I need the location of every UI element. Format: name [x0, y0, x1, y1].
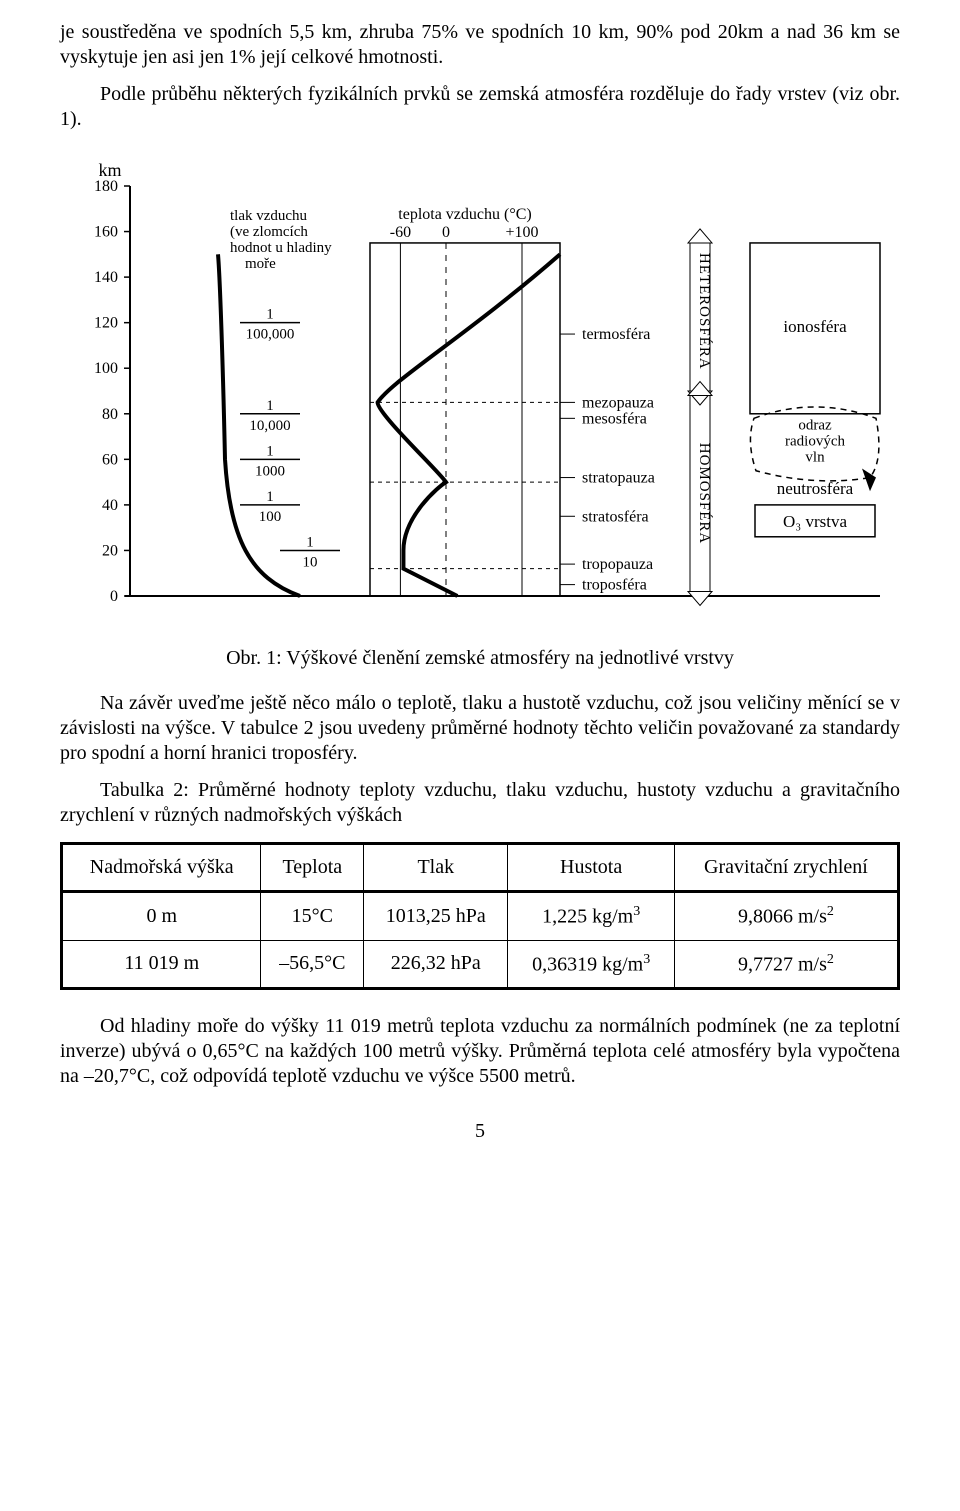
- svg-text:mesosféra: mesosféra: [582, 410, 647, 427]
- col-temp: Teplota: [261, 844, 364, 892]
- svg-text:20: 20: [102, 542, 118, 559]
- svg-text:140: 140: [94, 269, 118, 286]
- svg-text:1: 1: [306, 534, 314, 550]
- col-dens: Hustota: [508, 844, 675, 892]
- col-alt: Nadmořská výška: [62, 844, 261, 892]
- svg-text:troposféra: troposféra: [582, 577, 647, 594]
- svg-text:1000: 1000: [255, 463, 285, 479]
- svg-text:10,000: 10,000: [249, 418, 290, 434]
- svg-text:neutrosféra: neutrosféra: [777, 479, 854, 498]
- svg-text:160: 160: [94, 224, 118, 241]
- svg-text:-60: -60: [390, 224, 411, 241]
- table-cell: 0 m: [62, 892, 261, 941]
- table-cell: 11 019 m: [62, 940, 261, 989]
- svg-text:1: 1: [266, 307, 274, 323]
- svg-text:radiových: radiových: [785, 434, 845, 450]
- svg-text:40: 40: [102, 497, 118, 514]
- table-cell: –56,5°C: [261, 940, 364, 989]
- table-cell: 9,7727 m/s2: [674, 940, 898, 989]
- svg-text:1: 1: [266, 443, 274, 459]
- paragraph-2: Podle průběhu některých fyzikálních prvk…: [60, 82, 900, 132]
- svg-text:moře: moře: [245, 256, 276, 272]
- svg-text:120: 120: [94, 315, 118, 332]
- svg-text:80: 80: [102, 406, 118, 423]
- svg-text:100,000: 100,000: [246, 327, 295, 343]
- svg-text:+100: +100: [505, 224, 538, 241]
- table-row: 11 019 m–56,5°C226,32 hPa0,36319 kg/m39,…: [62, 940, 899, 989]
- table-body: 0 m15°C1013,25 hPa1,225 kg/m39,8066 m/s2…: [62, 892, 899, 989]
- svg-text:HOMOSFÉRA: HOMOSFÉRA: [696, 443, 713, 545]
- svg-text:hodnot u hladiny: hodnot u hladiny: [230, 240, 332, 256]
- svg-text:stratopauza: stratopauza: [582, 470, 655, 487]
- data-table: Nadmořská výška Teplota Tlak Hustota Gra…: [60, 842, 900, 990]
- col-press: Tlak: [364, 844, 508, 892]
- page-number: 5: [60, 1119, 900, 1144]
- svg-text:180: 180: [94, 178, 118, 195]
- col-grav: Gravitační zrychlení: [674, 844, 898, 892]
- svg-text:1: 1: [266, 398, 274, 414]
- svg-text:10: 10: [303, 554, 318, 570]
- paragraph-3: Na závěr uveďme ještě něco málo o teplot…: [60, 691, 900, 766]
- svg-text:100: 100: [94, 360, 118, 377]
- svg-text:60: 60: [102, 451, 118, 468]
- svg-text:HETEROSFÉRA: HETEROSFÉRA: [696, 253, 713, 370]
- svg-text:tropopauza: tropopauza: [582, 556, 653, 573]
- svg-text:100: 100: [259, 509, 282, 525]
- svg-text:0: 0: [110, 588, 118, 605]
- table-cell: 0,36319 kg/m3: [508, 940, 675, 989]
- atmosphere-diagram: 020406080100120140160180kmtlak vzduchu(v…: [60, 156, 900, 626]
- table-header-row: Nadmořská výška Teplota Tlak Hustota Gra…: [62, 844, 899, 892]
- paragraph-4: Od hladiny moře do výšky 11 019 metrů te…: [60, 1014, 900, 1089]
- table-cell: 1,225 kg/m3: [508, 892, 675, 941]
- svg-text:0: 0: [442, 224, 450, 241]
- svg-text:km: km: [98, 160, 121, 180]
- svg-text:teplota vzduchu (°C): teplota vzduchu (°C): [398, 206, 531, 223]
- figure-1: 020406080100120140160180kmtlak vzduchu(v…: [60, 156, 900, 626]
- svg-text:ionosféra: ionosféra: [783, 317, 847, 336]
- table-caption: Tabulka 2: Průměrné hodnoty teploty vzdu…: [60, 778, 900, 828]
- figure-caption: Obr. 1: Výškové členění zemské atmosféry…: [60, 646, 900, 671]
- svg-text:mezopauza: mezopauza: [582, 394, 654, 411]
- svg-text:stratosféra: stratosféra: [582, 508, 649, 525]
- svg-text:tlak vzduchu: tlak vzduchu: [230, 208, 308, 224]
- table-cell: 15°C: [261, 892, 364, 941]
- table-cell: 1013,25 hPa: [364, 892, 508, 941]
- paragraph-1: je soustředěna ve spodních 5,5 km, zhrub…: [60, 20, 900, 70]
- svg-text:(ve zlomcích: (ve zlomcích: [230, 224, 308, 240]
- svg-text:vln: vln: [805, 450, 825, 466]
- table-row: 0 m15°C1013,25 hPa1,225 kg/m39,8066 m/s2: [62, 892, 899, 941]
- svg-text:odraz: odraz: [798, 418, 832, 434]
- table-cell: 9,8066 m/s2: [674, 892, 898, 941]
- svg-text:1: 1: [266, 489, 274, 505]
- svg-text:termosféra: termosféra: [582, 326, 650, 343]
- svg-text:O₃ vrstva: O₃ vrstva: [783, 512, 847, 531]
- table-cell: 226,32 hPa: [364, 940, 508, 989]
